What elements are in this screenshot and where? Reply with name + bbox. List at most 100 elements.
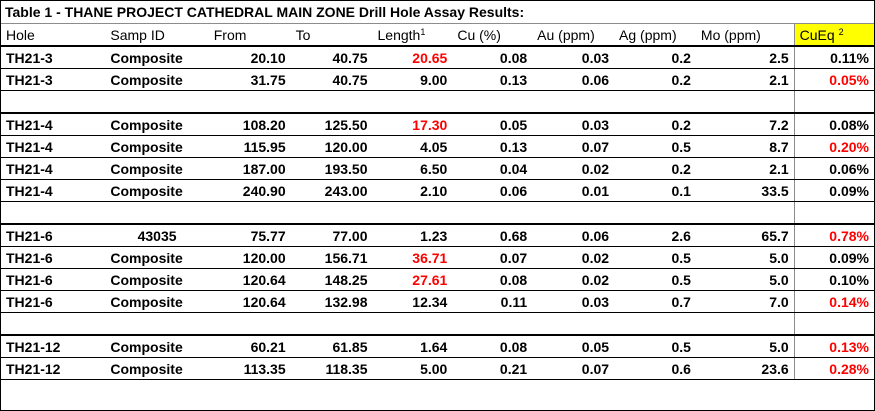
header-length: Length1 (372, 23, 453, 47)
cell-hole: TH21-4 (1, 157, 106, 180)
header-mo: Mo (ppm) (695, 23, 795, 47)
cell-to: 156.71 (290, 246, 373, 269)
cell-samp-id: Composite (105, 46, 209, 69)
table-row: TH21-6 Composite 120.64 132.98 12.34 0.11 0.03… (1, 290, 874, 313)
spacer-cell (614, 90, 696, 114)
cell-cueq: 0.14% (793, 290, 874, 313)
spacer-cell (532, 201, 615, 225)
cell-cueq: 0.20% (793, 135, 874, 158)
cell-mo: 65.7 (695, 224, 795, 247)
cell-from: 240.90 (208, 179, 291, 202)
cell-cueq: 0.28% (793, 357, 874, 380)
cell-cueq: 0.08% (793, 113, 874, 136)
spacer-cell (105, 201, 209, 225)
cell-au: 0.03 (532, 113, 615, 136)
spacer-cell (695, 201, 795, 225)
table-row: TH21-4 Composite 108.20 125.50 17.30 0.05 0.03… (1, 113, 874, 136)
header-ag: Ag (ppm) (614, 23, 696, 47)
cell-mo: 8.7 (695, 135, 795, 158)
table-row: TH21-6 Composite 120.00 156.71 36.71 0.07 0.02… (1, 246, 874, 269)
cell-to: 132.98 (290, 290, 373, 313)
cell-ag: 0.2 (614, 113, 696, 136)
cell-to: 148.25 (290, 268, 373, 291)
cell-cu: 0.68 (452, 224, 533, 247)
cell-au: 0.06 (532, 68, 615, 91)
spacer-cell (290, 90, 373, 114)
cell-ag: 0.2 (614, 68, 696, 91)
cell-cueq: 0.09% (793, 246, 874, 269)
table-row: TH21-6 43035 75.77 77.00 1.23 0.68 0.06 2.6 65.7… (1, 224, 874, 247)
table-row: TH21-3 Composite 20.10 40.75 20.65 0.08 0.03 0.… (1, 46, 874, 69)
cell-hole: TH21-6 (1, 246, 106, 269)
cell-hole: TH21-3 (1, 68, 106, 91)
cell-hole: TH21-6 (1, 268, 106, 291)
cell-length: 27.61 (372, 268, 453, 291)
cell-cu: 0.04 (452, 157, 533, 180)
table-row: TH21-12 Composite 113.35 118.35 5.00 0.21 0.07… (1, 357, 874, 380)
cell-samp-id: Composite (105, 179, 209, 202)
spacer-cell (1, 201, 106, 225)
spacer-cell (452, 90, 533, 114)
table-row: TH21-4 Composite 115.95 120.00 4.05 0.13 0.07 0… (1, 135, 874, 158)
cell-to: 40.75 (290, 46, 373, 69)
cell-cu: 0.08 (452, 335, 533, 358)
cell-mo: 2.5 (695, 46, 795, 69)
cell-au: 0.03 (532, 290, 615, 313)
cell-ag: 0.5 (614, 268, 696, 291)
spacer-cell (290, 201, 373, 225)
spacer-cell (372, 201, 453, 225)
cell-from: 120.64 (208, 268, 291, 291)
header-cueq-label: CuEq (799, 26, 835, 43)
spacer-cell (1, 90, 106, 114)
header-samp-id: Samp ID (105, 23, 209, 47)
cell-mo: 5.0 (695, 268, 795, 291)
header-from: From (208, 23, 291, 47)
spacer-cell (793, 90, 874, 114)
spacer-row (1, 90, 874, 114)
spacer-cell (532, 312, 615, 336)
cell-hole: TH21-6 (1, 290, 106, 313)
spacer-cell (372, 90, 453, 114)
cell-from: 108.20 (208, 113, 291, 136)
cell-to: 120.00 (290, 135, 373, 158)
cell-from: 115.95 (208, 135, 291, 158)
cell-au: 0.05 (532, 335, 615, 358)
cell-cueq: 0.06% (793, 157, 874, 180)
table-title: Table 1 - THANE PROJECT CATHEDRAL MAIN Z… (5, 4, 525, 20)
cell-au: 0.02 (532, 268, 615, 291)
cell-samp-id: Composite (105, 335, 209, 358)
cell-mo: 7.2 (695, 113, 795, 136)
spacer-cell (452, 201, 533, 225)
cell-ag: 0.5 (614, 246, 696, 269)
cell-hole: TH21-4 (1, 113, 106, 136)
spacer-cell (1, 312, 106, 336)
cell-ag: 0.5 (614, 135, 696, 158)
cell-to: 40.75 (290, 68, 373, 91)
spacer-cell (105, 312, 209, 336)
cell-length: 6.50 (372, 157, 453, 180)
table-row: TH21-4 Composite 240.90 243.00 2.10 0.06 0.01 0… (1, 179, 874, 202)
cell-cueq: 0.78% (793, 224, 874, 247)
cell-from: 120.00 (208, 246, 291, 269)
cell-hole: TH21-4 (1, 135, 106, 158)
table-body: TH21-3 Composite 20.10 40.75 20.65 0.08 0.03 0.… (1, 46, 874, 380)
header-row: Hole Samp ID From To Length1 Cu (%) Au (… (1, 23, 874, 47)
spacer-cell (208, 90, 291, 114)
cell-length: 17.30 (372, 113, 453, 136)
cell-mo: 2.1 (695, 68, 795, 91)
cell-cu: 0.21 (452, 357, 533, 380)
header-cueq-footnote: 2 (838, 26, 844, 37)
cell-from: 20.10 (208, 46, 291, 69)
cell-from: 187.00 (208, 157, 291, 180)
cell-hole: TH21-6 (1, 224, 106, 247)
cell-length: 12.34 (372, 290, 453, 313)
cell-au: 0.07 (532, 357, 615, 380)
cell-cu: 0.08 (452, 268, 533, 291)
spacer-cell (532, 90, 615, 114)
cell-to: 243.00 (290, 179, 373, 202)
spacer-cell (290, 312, 373, 336)
spacer-cell (695, 312, 795, 336)
cell-cu: 0.08 (452, 46, 533, 69)
spacer-cell (372, 312, 453, 336)
